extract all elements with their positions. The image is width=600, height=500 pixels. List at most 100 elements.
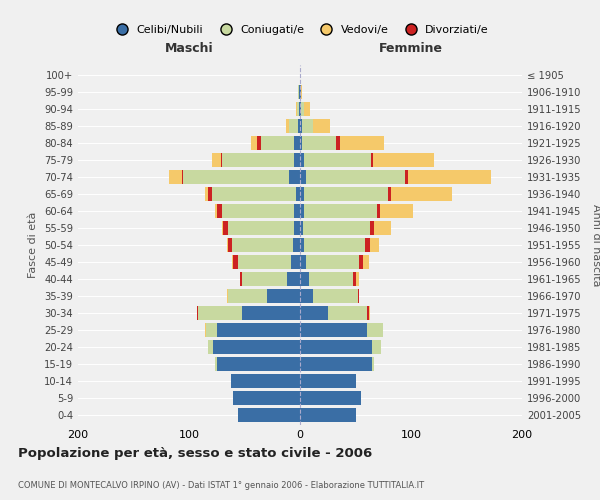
Bar bbox=[232, 238, 293, 252]
Bar bbox=[302, 119, 313, 134]
Legend: Celibi/Nubili, Coniugati/e, Vedovi/e, Divorziati/e: Celibi/Nubili, Coniugati/e, Vedovi/e, Di… bbox=[107, 20, 493, 39]
Bar bbox=[406, 170, 407, 184]
Bar bbox=[340, 136, 385, 150]
Bar bbox=[391, 187, 452, 202]
Text: Femmine: Femmine bbox=[379, 42, 443, 55]
Bar bbox=[223, 221, 228, 235]
Bar bbox=[228, 238, 232, 252]
Bar bbox=[208, 340, 214, 354]
Bar bbox=[300, 204, 304, 218]
Bar bbox=[300, 119, 302, 134]
Bar bbox=[304, 238, 365, 252]
Bar bbox=[358, 288, 359, 303]
Bar bbox=[304, 102, 310, 117]
Bar bbox=[372, 340, 381, 354]
Bar bbox=[300, 238, 304, 252]
Bar bbox=[205, 187, 208, 202]
Bar bbox=[293, 238, 300, 252]
Bar bbox=[355, 272, 359, 286]
Bar bbox=[289, 170, 300, 184]
Bar bbox=[371, 153, 373, 168]
Bar bbox=[300, 288, 313, 303]
Bar bbox=[388, 187, 391, 202]
Bar bbox=[305, 255, 359, 269]
Bar bbox=[212, 187, 296, 202]
Bar bbox=[228, 221, 295, 235]
Bar bbox=[304, 153, 371, 168]
Bar bbox=[242, 306, 300, 320]
Bar bbox=[228, 288, 266, 303]
Bar bbox=[208, 187, 212, 202]
Bar bbox=[335, 136, 340, 150]
Bar bbox=[300, 221, 304, 235]
Bar bbox=[295, 221, 300, 235]
Bar bbox=[227, 288, 228, 303]
Bar bbox=[295, 204, 300, 218]
Bar bbox=[206, 322, 217, 337]
Bar bbox=[299, 102, 300, 117]
Bar bbox=[233, 390, 300, 405]
Bar bbox=[300, 306, 328, 320]
Bar bbox=[242, 272, 287, 286]
Bar bbox=[313, 119, 330, 134]
Bar bbox=[291, 255, 300, 269]
Bar bbox=[298, 119, 300, 134]
Text: Popolazione per età, sesso e stato civile - 2006: Popolazione per età, sesso e stato civil… bbox=[18, 448, 372, 460]
Bar bbox=[198, 306, 242, 320]
Bar bbox=[304, 221, 370, 235]
Bar bbox=[215, 204, 217, 218]
Bar bbox=[169, 170, 182, 184]
Bar bbox=[300, 272, 309, 286]
Bar bbox=[300, 390, 361, 405]
Y-axis label: Fasce di età: Fasce di età bbox=[28, 212, 38, 278]
Bar bbox=[227, 238, 228, 252]
Bar bbox=[301, 85, 302, 100]
Bar bbox=[221, 153, 223, 168]
Bar bbox=[305, 170, 406, 184]
Bar bbox=[212, 153, 221, 168]
Bar bbox=[367, 306, 369, 320]
Bar bbox=[300, 136, 302, 150]
Bar bbox=[238, 255, 291, 269]
Bar bbox=[240, 272, 242, 286]
Bar bbox=[380, 204, 413, 218]
Bar bbox=[309, 272, 353, 286]
Bar bbox=[374, 221, 391, 235]
Bar bbox=[299, 85, 300, 100]
Bar bbox=[363, 255, 369, 269]
Bar bbox=[251, 136, 257, 150]
Bar bbox=[367, 322, 383, 337]
Bar bbox=[300, 322, 367, 337]
Bar bbox=[304, 204, 377, 218]
Bar bbox=[300, 356, 372, 371]
Bar bbox=[407, 170, 491, 184]
Bar bbox=[300, 170, 305, 184]
Bar bbox=[182, 170, 184, 184]
Bar bbox=[304, 187, 388, 202]
Bar bbox=[301, 102, 304, 117]
Bar bbox=[233, 255, 238, 269]
Bar bbox=[365, 238, 370, 252]
Bar bbox=[295, 153, 300, 168]
Bar bbox=[214, 340, 300, 354]
Bar bbox=[232, 255, 233, 269]
Bar bbox=[300, 187, 304, 202]
Bar bbox=[296, 102, 299, 117]
Bar bbox=[370, 221, 374, 235]
Bar bbox=[295, 136, 300, 150]
Bar bbox=[266, 288, 300, 303]
Bar bbox=[298, 85, 299, 100]
Bar bbox=[205, 322, 206, 337]
Bar bbox=[222, 221, 223, 235]
Bar bbox=[300, 374, 355, 388]
Bar bbox=[300, 153, 304, 168]
Bar bbox=[353, 272, 355, 286]
Bar bbox=[302, 136, 335, 150]
Bar bbox=[300, 85, 301, 100]
Bar bbox=[313, 288, 358, 303]
Bar bbox=[370, 238, 379, 252]
Bar bbox=[238, 408, 300, 422]
Bar bbox=[231, 374, 300, 388]
Bar bbox=[300, 102, 301, 117]
Bar bbox=[286, 119, 289, 134]
